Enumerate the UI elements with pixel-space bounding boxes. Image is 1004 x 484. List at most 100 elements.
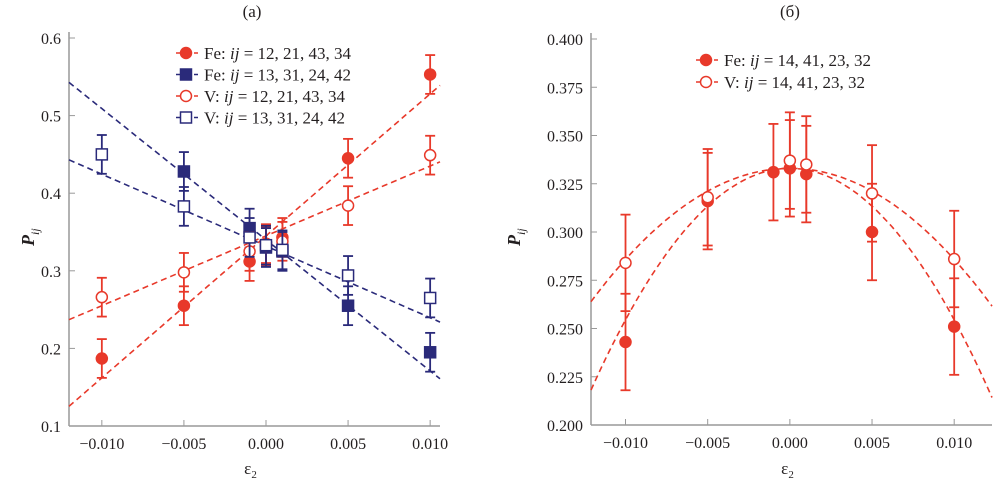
legend-marker: [179, 68, 193, 81]
fit-line-2: [590, 167, 993, 307]
panel-b: (б) 0.200 0.225 0.250 0.275 0.300 0.325 0.350 0.…: [504, 2, 993, 481]
data-point: [243, 231, 256, 244]
y-tick-label: 0.250: [547, 322, 583, 339]
x-tick-label: 0.005: [330, 436, 366, 453]
x-tick-label: 0.000: [248, 436, 284, 453]
data-point: [423, 68, 437, 81]
x-tick-label: −0.005: [685, 435, 730, 452]
data-point: [177, 299, 191, 312]
data-point: [423, 346, 437, 359]
data-point: [701, 191, 714, 204]
x-axis-label-sub: 2: [788, 469, 794, 481]
panel-a: (a) 0.1 0.2 0.3 0.4 0.5 0.6 −0.010 −0.005 0.000 0.…: [18, 2, 448, 481]
legend-label-rest: = 13, 31, 24, 42: [233, 109, 345, 128]
legend-label-ij: ij: [230, 44, 240, 63]
y-tick-label: 0.325: [547, 177, 583, 194]
y-tick-label: 0.400: [547, 32, 583, 49]
y-tick-label: 0.4: [41, 186, 61, 203]
legend-label-rest: = 14, 41, 23, 32: [753, 73, 865, 92]
data-point: [177, 165, 191, 178]
y-axis-label: Pij: [504, 228, 528, 247]
legend-label-ij: ij: [224, 87, 234, 106]
panel-title: (б): [780, 2, 800, 21]
y-tick-label: 0.2: [41, 341, 61, 358]
data-point: [95, 290, 109, 304]
legend-label-prefix: V:: [204, 109, 224, 128]
y-tick-label: 0.1: [41, 419, 61, 436]
y-tick-label: 0.200: [547, 418, 583, 435]
legend: Fe: ij = 14, 41, 23, 32V: ij = 14, 41, 2…: [696, 51, 871, 92]
data-point: [783, 154, 797, 167]
legend-label-ij: ij: [750, 51, 760, 70]
legend-label-prefix: Fe:: [724, 51, 750, 70]
legend-label: V: ij = 13, 31, 24, 42: [204, 109, 345, 128]
data-point: [259, 238, 273, 252]
legend-label-ij: ij: [230, 66, 240, 85]
y-axis-label: Pij: [18, 228, 42, 247]
data-point: [341, 152, 355, 165]
data-point: [95, 352, 109, 365]
legend-marker: [179, 46, 193, 60]
y-axis-label-sub: ij: [28, 228, 42, 235]
data-point: [947, 252, 961, 266]
data-point: [341, 199, 355, 212]
x-tick-label: −0.010: [79, 436, 124, 453]
data-point: [619, 335, 632, 349]
data-point: [177, 200, 191, 213]
data-point: [947, 320, 961, 333]
x-tick-label: 0.010: [936, 435, 972, 452]
y-tick-label: 0.5: [41, 109, 61, 126]
legend-label: Fe: ij = 12, 21, 43, 34: [204, 44, 352, 63]
x-tick-label: 0.010: [412, 436, 448, 453]
y-tick-label: 0.225: [547, 370, 583, 387]
legend-marker: [179, 89, 193, 103]
legend-label-prefix: V:: [724, 73, 744, 92]
legend-label: V: ij = 14, 41, 23, 32: [724, 73, 865, 92]
data-point: [276, 243, 289, 257]
legend-label-ij: ij: [224, 109, 234, 128]
legend-label-rest: = 14, 41, 23, 32: [759, 51, 871, 70]
data-point: [619, 256, 632, 270]
legend-label-prefix: Fe:: [204, 66, 230, 85]
data-point: [767, 165, 780, 179]
data-point: [865, 187, 879, 200]
data-point: [800, 158, 813, 171]
legend-label-ij: ij: [744, 73, 754, 92]
data-point: [423, 291, 437, 305]
panel-title: (a): [243, 2, 262, 21]
legend-label-rest: = 12, 21, 43, 34: [239, 44, 351, 63]
legend-label: Fe: ij = 13, 31, 24, 42: [204, 66, 351, 85]
x-axis-label: ε2: [781, 459, 794, 481]
data-point: [341, 269, 355, 282]
data-point: [341, 299, 355, 312]
data-point: [423, 148, 437, 162]
data-point: [95, 148, 109, 161]
data-point: [177, 266, 191, 279]
y-tick-label: 0.275: [547, 273, 583, 290]
x-axis-label: ε2: [244, 459, 257, 481]
y-tick-label: 0.6: [41, 31, 61, 48]
y-tick-label: 0.375: [547, 80, 583, 97]
x-axis-label-sub: 2: [251, 469, 257, 481]
x-tick-label: 0.005: [854, 435, 890, 452]
y-tick-label: 0.3: [41, 264, 61, 281]
legend-label-prefix: V:: [204, 87, 224, 106]
fit-line-2: [68, 81, 441, 380]
x-tick-label: −0.010: [603, 435, 648, 452]
legend-marker: [699, 53, 713, 67]
legend-marker: [699, 75, 713, 89]
x-tick-label: −0.005: [161, 436, 206, 453]
y-tick-label: 0.300: [547, 225, 583, 242]
legend-label: V: ij = 12, 21, 43, 34: [204, 87, 346, 106]
legend-label-prefix: Fe:: [204, 44, 230, 63]
fit-line-1: [68, 84, 441, 407]
legend-label-rest: = 12, 21, 43, 34: [233, 87, 345, 106]
legend-marker: [179, 111, 193, 124]
y-axis-label-sub: ij: [514, 228, 528, 235]
fit-line-1: [590, 167, 993, 398]
y-tick-label: 0.350: [547, 129, 583, 146]
x-tick-label: 0.000: [772, 435, 808, 452]
